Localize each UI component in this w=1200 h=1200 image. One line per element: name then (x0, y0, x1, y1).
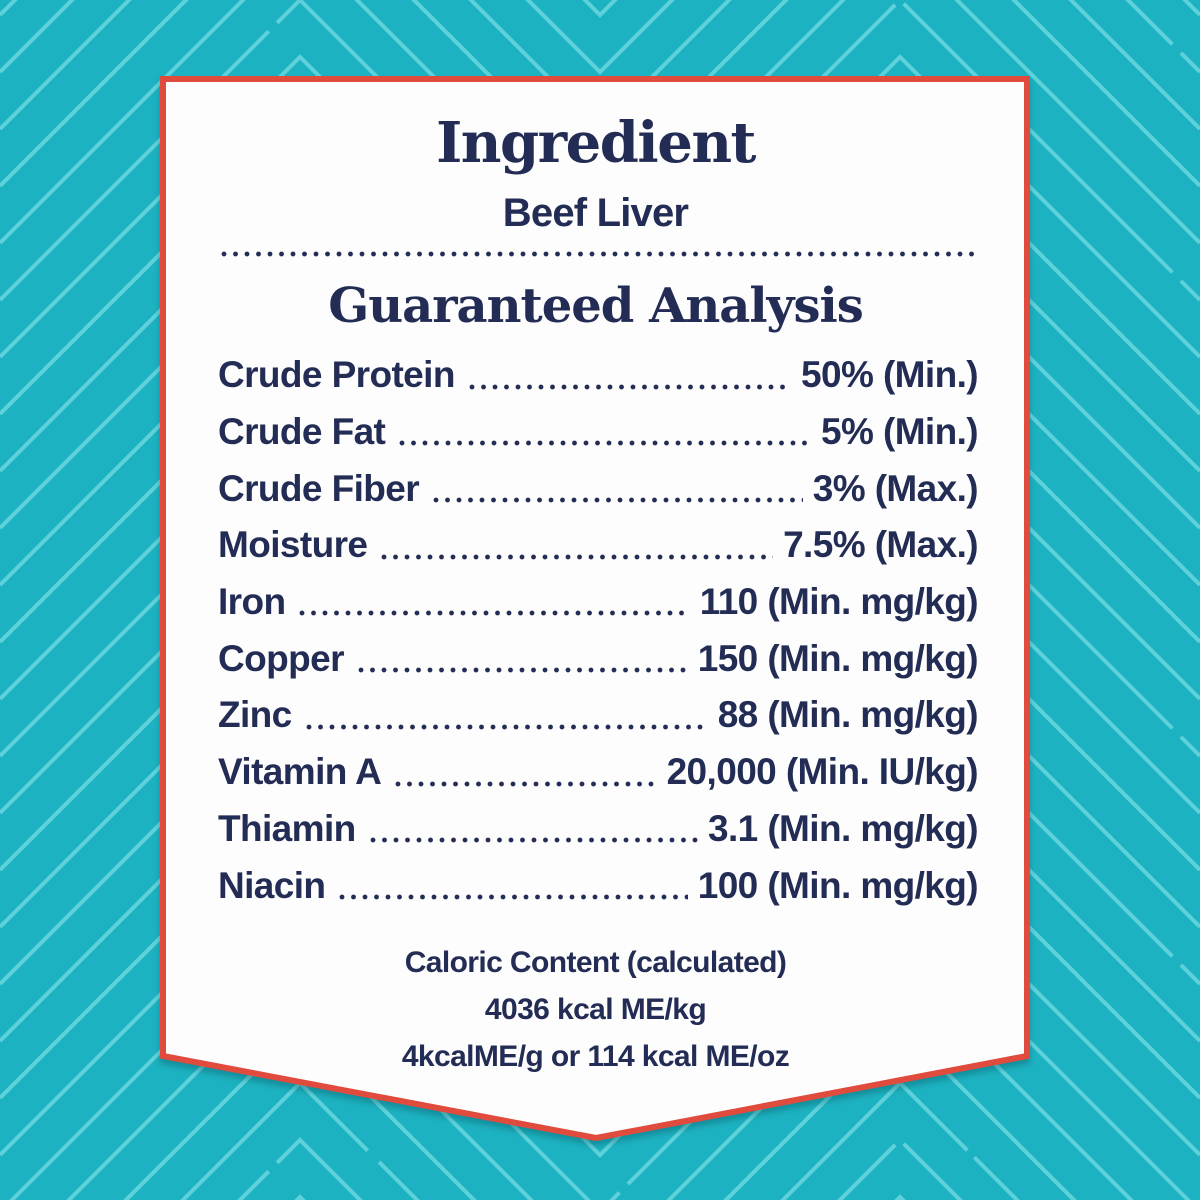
pattern-line (0, 0, 1200, 18)
dot-leader (399, 440, 812, 447)
analysis-row-label: Zinc (218, 694, 292, 736)
analysis-row-label: Crude Fiber (218, 467, 420, 509)
dot-leader (339, 893, 688, 900)
analysis-row-value: 50% (Min.) (801, 354, 979, 396)
guaranteed-analysis-title: Guaranteed Analysis (328, 278, 863, 334)
pattern-line (66, 966, 1134, 1200)
analysis-row-value: 3.1 (Min. mg/kg) (708, 807, 979, 849)
analysis-row: Crude Fiber 3% (Max.) (218, 460, 979, 517)
caloric-content: Caloric Content (calculated) 4036 kcal M… (163, 939, 1028, 1080)
analysis-row-label: Iron (218, 581, 286, 623)
analysis-row-value: 100 (Min. mg/kg) (697, 864, 979, 906)
analysis-row-label: Crude Protein (218, 354, 455, 396)
badge-border (160, 76, 1030, 1142)
analysis-row-label: Moisture (218, 524, 368, 566)
analysis-row: Thiamin 3.1 (Min. mg/kg) (218, 801, 979, 858)
dot-leader (468, 383, 792, 390)
analysis-row: Copper 150 (Min. mg/kg) (218, 630, 979, 687)
ingredient-title: Ingredient (436, 110, 756, 176)
ingredient-name: Beef Liver (502, 191, 689, 235)
analysis-row-value: 150 (Min. mg/kg) (697, 637, 979, 679)
dot-leader (395, 780, 657, 787)
analysis-row: Zinc 88 (Min. mg/kg) (218, 687, 979, 744)
dot-leader (381, 553, 774, 560)
caloric-line-2: 4036 kcal ME/kg (484, 993, 707, 1026)
label-content: Ingredient Beef Liver Guaranteed Analysi… (163, 79, 1028, 1139)
analysis-row-label: Copper (218, 637, 345, 679)
analysis-row: Crude Fat 5% (Min.) (218, 404, 979, 461)
dot-leader (305, 723, 708, 730)
dot-leader (369, 837, 699, 844)
analysis-row-value: 7.5% (Max.) (783, 524, 979, 566)
dot-leader (357, 667, 688, 674)
analysis-row-value: 110 (Min. mg/kg) (699, 581, 979, 623)
pattern-line (0, 0, 1200, 75)
analysis-row-label: Thiamin (218, 807, 356, 849)
dotted-separator (221, 251, 976, 257)
dot-leader (433, 497, 803, 504)
analysis-row: Vitamin A 20,000 (Min. IU/kg) (218, 744, 979, 801)
analysis-row: Crude Protein 50% (Min.) (218, 347, 979, 404)
analysis-row-label: Vitamin A (218, 751, 382, 793)
analysis-row-label: Niacin (218, 864, 326, 906)
analysis-row-value: 88 (Min. mg/kg) (717, 694, 979, 736)
caloric-line-3: 4kcalME/g or 114 kcal ME/oz (401, 1040, 790, 1073)
pattern-line (123, 1023, 1077, 1200)
analysis-row: Moisture 7.5% (Max.) (218, 517, 979, 574)
caloric-line-1: Caloric Content (calculated) (404, 946, 787, 979)
analysis-row-label: Crude Fat (218, 411, 386, 453)
dot-leader (299, 610, 690, 617)
analysis-table: Crude Protein 50% (Min.) Crude Fat 5% (M… (218, 347, 979, 914)
pattern-line (180, 1080, 1020, 1200)
analysis-row-value: 5% (Min.) (821, 411, 979, 453)
analysis-row: Iron 110 (Min. mg/kg) (218, 574, 979, 631)
analysis-row-value: 3% (Max.) (812, 467, 979, 509)
analysis-row: Niacin 100 (Min. mg/kg) (218, 857, 979, 914)
analysis-row-value: 20,000 (Min. IU/kg) (666, 751, 979, 793)
